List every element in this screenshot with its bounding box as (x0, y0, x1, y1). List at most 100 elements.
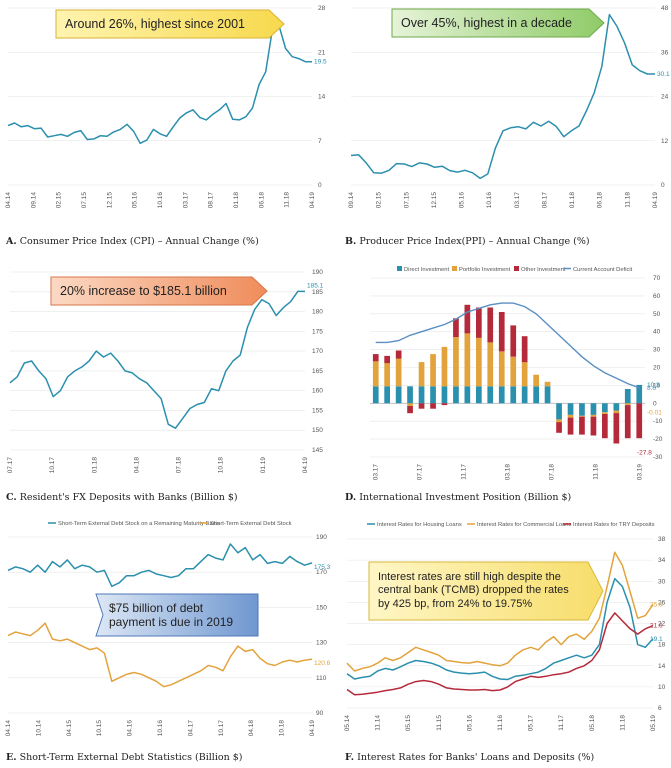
f-xtick-label: 11.15 (436, 715, 443, 731)
d-bar-other-investment (418, 403, 425, 409)
d-bar-direct-investment (476, 386, 482, 404)
d-ytick-label: -10 (653, 418, 663, 425)
b-xtick-label: 02.15 (376, 192, 383, 209)
f-ytick-label: 26 (658, 599, 666, 606)
d-bar-other-investment (384, 355, 390, 364)
d-bar-portfolio-investment (602, 412, 608, 415)
f-xtick-label: 05.19 (650, 715, 657, 732)
d-bar-portfolio-investment (487, 342, 494, 387)
d-ytick-label: 10 (653, 382, 661, 389)
d-bar-portfolio-investment (590, 414, 597, 417)
d-bar-portfolio-investment (613, 410, 620, 414)
e-xtick-label: 10.18 (279, 720, 286, 737)
a-xtick-label: 08.17 (208, 192, 215, 209)
e-series-line-0 (7, 543, 313, 588)
d-bar-direct-investment (453, 386, 459, 404)
d-bar-direct-investment (372, 386, 379, 404)
d-bar-direct-investment (418, 386, 425, 404)
callout-a-text: Around 26%, highest since 2001 (65, 16, 245, 31)
callout-e-text: $75 billion of debt payment is due in 20… (109, 600, 234, 629)
d-bar-portfolio-investment (521, 362, 528, 387)
callout-b-shape (391, 8, 605, 38)
callout-e: $75 billion of debt payment is due in 20… (95, 593, 259, 637)
b-xtick-label: 08.17 (541, 192, 548, 209)
panel-f: 6 10 14 18 22 26 30 34 38 05.14 11.14 05.15 11.15 05.… (335, 515, 671, 768)
callout-a-shape (55, 9, 285, 39)
panel-b: 0 12 24 36 48 09.14 02.15 07.15 12.15 05.16 10.16 0… (335, 0, 671, 255)
d-end-label: 8.6 (647, 385, 656, 392)
c-ytick-label: 185 (312, 289, 323, 296)
d-bar-other-investment (567, 417, 574, 435)
d-xtick-label: 03.17 (373, 464, 380, 481)
d-bar-other-investment (510, 325, 517, 357)
a-xtick-label: 01.18 (233, 192, 240, 209)
d-bar-other-investment (464, 304, 471, 334)
f-series-line-2 (346, 612, 654, 696)
a-xtick-label: 02.15 (56, 192, 63, 209)
f-xtick-label: 05.18 (589, 715, 596, 732)
callout-c-text: 20% increase to $185.1 billion (60, 283, 227, 298)
a-xtick-label: 06.18 (258, 192, 265, 209)
d-bar-other-investment (441, 403, 448, 406)
c-xtick-label: 01.18 (91, 457, 98, 474)
d-bar-direct-investment (510, 386, 517, 404)
a-xtick-label: 10.16 (157, 192, 164, 209)
callout-e-shape (95, 593, 259, 637)
b-xtick-label: 07.15 (403, 192, 410, 209)
b-xtick-label: 10.16 (486, 192, 493, 209)
caption-b-text: Producer Price Index(PPI) – Annual Chang… (359, 236, 590, 247)
d-bar-portfolio-investment (372, 361, 379, 387)
callout-f-text: Interest rates are still high despite th… (378, 571, 569, 610)
f-ytick-label: 38 (658, 536, 666, 543)
b-xtick-label: 03.17 (514, 192, 521, 209)
b-series-line-0 (350, 13, 655, 180)
d-bar-direct-investment (567, 403, 574, 415)
b-ytick-label: 12 (661, 138, 669, 145)
f-xtick-label: 05.15 (405, 715, 412, 732)
d-xtick-label: 11.18 (592, 464, 599, 480)
e-xtick-label: 04.19 (309, 720, 316, 737)
c-xtick-label: 10.18 (218, 457, 225, 474)
d-legend-label: Direct Investment (404, 267, 449, 273)
d-ytick-label: -30 (653, 454, 663, 461)
a-ytick-label: 0 (318, 182, 322, 189)
f-ytick-label: 10 (658, 684, 666, 691)
chart-e: 90 110 130 150 170 190 04.14 10.14 04.15 10.15 04.… (5, 521, 331, 737)
d-bar-other-investment (579, 416, 585, 435)
d-legend-label: Portfolio Investment (459, 267, 511, 273)
a-ytick-label: 14 (318, 94, 326, 101)
d-bar-portfolio-investment (510, 356, 517, 387)
c-ytick-label: 150 (312, 427, 323, 434)
caption-d-letter: D. (345, 492, 357, 503)
d-bar-other-investment (521, 336, 528, 363)
f-series-line-1 (346, 551, 654, 672)
f-xtick-label: 05.14 (344, 715, 351, 732)
caption-d-text: International Investment Position (Billi… (359, 492, 572, 503)
e-xtick-label: 04.18 (248, 720, 255, 737)
d-legend-swatch (514, 266, 519, 271)
b-ytick-label: 24 (661, 94, 669, 101)
d-ytick-label: 50 (653, 311, 661, 318)
d-bar-portfolio-investment (395, 358, 402, 387)
d-bar-direct-investment (395, 386, 402, 404)
a-xtick-label: 05.16 (132, 192, 139, 209)
d-bar-portfolio-investment (624, 403, 631, 406)
e-xtick-label: 04.16 (127, 720, 134, 737)
d-bar-portfolio-investment (430, 354, 436, 387)
d-bar-direct-investment (636, 384, 643, 404)
chart-a: 0 7 14 21 28 04.14 09.14 02.15 07.15 12.15 05.16 10… (5, 5, 327, 209)
d-bar-portfolio-investment (453, 337, 459, 387)
panel-a: 0 7 14 21 28 04.14 09.14 02.15 07.15 12.15 05.16 10… (0, 0, 335, 255)
panel-c: 145 150 155 160 165 170 175 180 185 190 07.17 10.17… (0, 262, 335, 512)
d-bar-direct-investment (579, 403, 585, 416)
f-xtick-label: 11.18 (619, 715, 626, 731)
d-ytick-label: 30 (653, 347, 661, 354)
d-bar-portfolio-investment (567, 414, 574, 418)
d-xtick-label: 07.17 (417, 464, 424, 481)
a-xtick-label: 09.14 (30, 192, 37, 209)
b-ytick-label: 48 (661, 5, 669, 12)
callout-f-shape (368, 561, 604, 621)
d-bar-other-investment (395, 350, 402, 359)
d-bar-portfolio-investment (533, 374, 539, 387)
d-ytick-label: 70 (653, 275, 661, 282)
